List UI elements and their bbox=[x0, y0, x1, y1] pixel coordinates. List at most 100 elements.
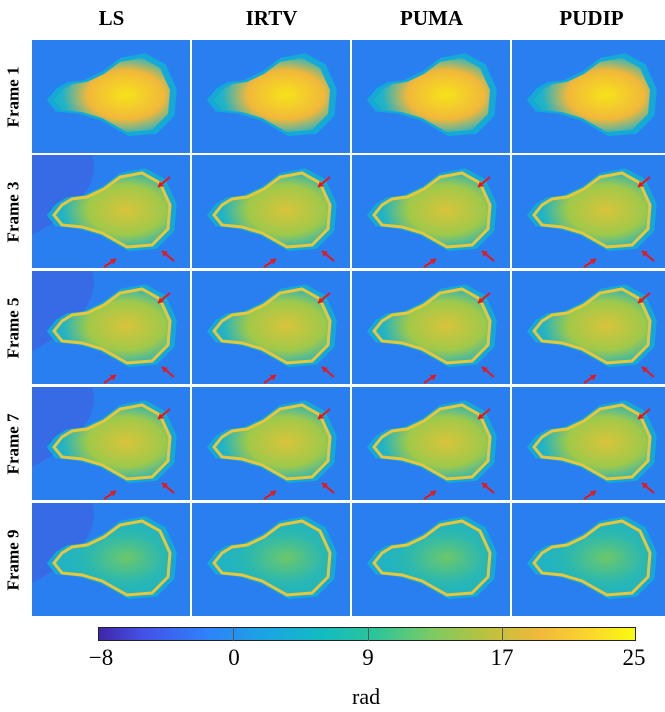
cell-body bbox=[212, 403, 332, 481]
phase-image bbox=[366, 168, 497, 268]
red-arrow-head bbox=[162, 483, 168, 489]
red-arrow-head bbox=[430, 375, 436, 381]
red-arrow-head bbox=[158, 181, 164, 187]
phase-image-panel bbox=[32, 387, 190, 500]
phase-image bbox=[32, 387, 177, 500]
phase-image bbox=[206, 400, 337, 500]
colorbar-tick-label: 9 bbox=[362, 645, 374, 670]
column-header-pudip: PUDIP bbox=[559, 6, 624, 30]
cell-body bbox=[212, 171, 332, 249]
cell-body bbox=[212, 519, 332, 597]
red-arrow-head bbox=[482, 251, 488, 257]
cell-body bbox=[372, 403, 492, 481]
red-arrow-head bbox=[642, 483, 648, 489]
red-arrow-head bbox=[590, 259, 596, 265]
red-arrow-head bbox=[642, 367, 648, 373]
phase-image-panel bbox=[192, 387, 350, 500]
red-arrow-head bbox=[162, 251, 168, 257]
phase-image bbox=[32, 503, 177, 600]
cell-body bbox=[52, 287, 172, 365]
cell-body bbox=[534, 58, 650, 132]
cell-body bbox=[372, 519, 492, 597]
cell-body bbox=[52, 519, 172, 597]
colorbar-tick-label: 25 bbox=[622, 645, 646, 670]
column-header-puma: PUMA bbox=[400, 6, 463, 30]
red-arrow-head bbox=[638, 413, 644, 419]
phase-image bbox=[206, 516, 337, 600]
phase-image bbox=[46, 53, 177, 137]
cell-body bbox=[374, 58, 490, 132]
phase-image-panel bbox=[32, 40, 190, 153]
phase-image-panel bbox=[512, 155, 665, 268]
colorbar-gradient bbox=[99, 628, 635, 640]
red-arrow-head bbox=[590, 491, 596, 497]
phase-image-panel bbox=[512, 503, 665, 616]
colorbar-tick bbox=[502, 627, 503, 641]
phase-image bbox=[526, 284, 657, 384]
red-arrow-head bbox=[110, 491, 116, 497]
phase-image-panel bbox=[192, 40, 350, 153]
phase-image-panel bbox=[192, 155, 350, 268]
red-arrow-head bbox=[478, 297, 484, 303]
red-arrow-head bbox=[110, 259, 116, 265]
phase-image-panel bbox=[352, 40, 510, 153]
phase-image bbox=[526, 400, 657, 500]
red-arrow-head bbox=[318, 297, 324, 303]
red-arrow-head bbox=[638, 181, 644, 187]
red-arrow-head bbox=[430, 491, 436, 497]
red-arrow-head bbox=[430, 259, 436, 265]
phase-image bbox=[526, 516, 657, 600]
red-arrow-head bbox=[270, 375, 276, 381]
cell-body bbox=[52, 403, 172, 481]
red-arrow-head bbox=[642, 251, 648, 257]
red-arrow-head bbox=[158, 413, 164, 419]
red-arrow-head bbox=[270, 259, 276, 265]
row-header-frame-5: Frame 5 bbox=[0, 271, 28, 384]
colorbar-tick-label: 0 bbox=[228, 645, 240, 670]
red-arrow-head bbox=[110, 375, 116, 381]
phase-image-panel bbox=[512, 40, 665, 153]
cell-body bbox=[372, 287, 492, 365]
red-arrow-head bbox=[318, 413, 324, 419]
red-arrow-head bbox=[638, 297, 644, 303]
red-arrow-head bbox=[478, 181, 484, 187]
colorbar-tick-label: −8 bbox=[88, 645, 114, 670]
phase-image-panel bbox=[192, 503, 350, 616]
phase-image bbox=[206, 284, 337, 384]
phase-image bbox=[32, 155, 177, 268]
cell-body bbox=[532, 171, 652, 249]
row-header-frame-1: Frame 1 bbox=[0, 40, 28, 153]
red-arrow-head bbox=[322, 367, 328, 373]
phase-image bbox=[32, 271, 177, 384]
phase-image-panel bbox=[32, 271, 190, 384]
cell-body bbox=[54, 58, 170, 132]
phase-image-panel bbox=[352, 387, 510, 500]
phase-image-panel bbox=[352, 271, 510, 384]
colorbar bbox=[98, 627, 636, 641]
phase-image bbox=[366, 400, 497, 500]
row-header-frame-7: Frame 7 bbox=[0, 387, 28, 500]
phase-image-panel bbox=[512, 271, 665, 384]
row-header-label: Frame 9 bbox=[3, 529, 23, 590]
phase-image bbox=[366, 53, 497, 137]
phase-image bbox=[366, 516, 497, 600]
phase-image-panel bbox=[32, 155, 190, 268]
phase-image bbox=[526, 53, 657, 137]
cell-body bbox=[212, 287, 332, 365]
red-arrow-head bbox=[158, 297, 164, 303]
column-header-irtv: IRTV bbox=[245, 6, 298, 30]
column-header-ls: LS bbox=[98, 6, 125, 30]
phase-image-panel bbox=[352, 155, 510, 268]
red-arrow-head bbox=[270, 491, 276, 497]
red-arrow-head bbox=[482, 367, 488, 373]
red-arrow-head bbox=[162, 367, 168, 373]
row-header-frame-9: Frame 9 bbox=[0, 503, 28, 616]
phase-image bbox=[366, 284, 497, 384]
row-header-label: Frame 3 bbox=[3, 181, 23, 242]
cell-body bbox=[532, 519, 652, 597]
red-arrow-head bbox=[590, 375, 596, 381]
cell-body bbox=[532, 287, 652, 365]
cell-body bbox=[532, 403, 652, 481]
cell-body bbox=[214, 58, 330, 132]
phase-image-panel bbox=[32, 503, 190, 616]
